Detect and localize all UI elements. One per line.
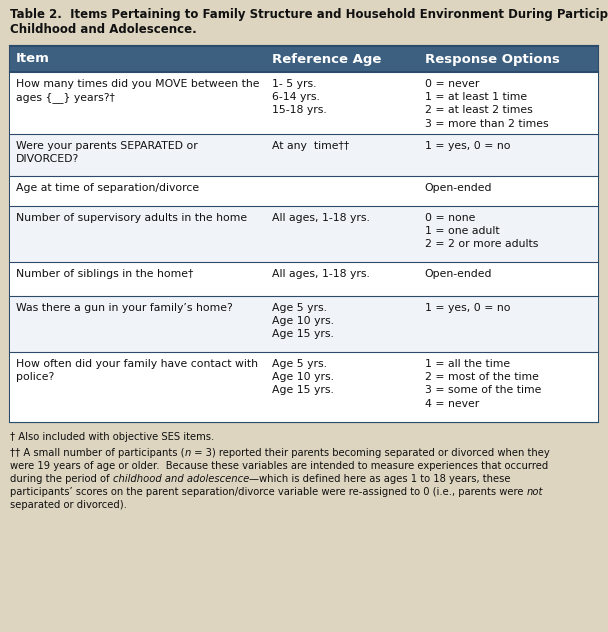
Text: Age 5 yrs.
Age 10 yrs.
Age 15 yrs.: Age 5 yrs. Age 10 yrs. Age 15 yrs.	[272, 303, 334, 339]
Text: n: n	[184, 448, 191, 458]
Text: 0 = none
1 = one adult
2 = 2 or more adults: 0 = none 1 = one adult 2 = 2 or more adu…	[424, 213, 538, 250]
Text: How often did your family have contact with
police?: How often did your family have contact w…	[16, 359, 258, 382]
Text: 1 = yes, 0 = no: 1 = yes, 0 = no	[424, 303, 510, 313]
Text: Number of supervisory adults in the home: Number of supervisory adults in the home	[16, 213, 247, 223]
Text: Childhood and Adolescence.: Childhood and Adolescence.	[10, 23, 197, 36]
Text: † Also included with objective SES items.: † Also included with objective SES items…	[10, 432, 214, 442]
Text: All ages, 1-18 yrs.: All ages, 1-18 yrs.	[272, 269, 370, 279]
Text: were 19 years of age or older.  Because these variables are intended to measure : were 19 years of age or older. Because t…	[10, 461, 548, 471]
Text: Age at time of separation/divorce: Age at time of separation/divorce	[16, 183, 199, 193]
Text: Table 2.  Items Pertaining to Family Structure and Household Environment During : Table 2. Items Pertaining to Family Stru…	[10, 8, 608, 21]
Text: How many times did you MOVE between the
ages {__} years?†: How many times did you MOVE between the …	[16, 79, 260, 103]
Text: Open-ended: Open-ended	[424, 269, 492, 279]
Text: Reference Age: Reference Age	[272, 52, 381, 66]
Text: 1- 5 yrs.
6-14 yrs.
15-18 yrs.: 1- 5 yrs. 6-14 yrs. 15-18 yrs.	[272, 79, 326, 116]
Text: not: not	[527, 487, 543, 497]
Text: 1 = yes, 0 = no: 1 = yes, 0 = no	[424, 141, 510, 151]
Text: childhood and adolescence: childhood and adolescence	[112, 474, 249, 484]
Text: Was there a gun in your family’s home?: Was there a gun in your family’s home?	[16, 303, 233, 313]
Text: during the period of: during the period of	[10, 474, 112, 484]
Text: 1 = all the time
2 = most of the time
3 = some of the time
4 = never: 1 = all the time 2 = most of the time 3 …	[424, 359, 541, 409]
Bar	[10, 46, 598, 72]
Bar	[10, 134, 598, 176]
Bar	[10, 46, 598, 422]
Text: Item: Item	[16, 52, 50, 66]
Text: Were your parents SEPARATED or
DIVORCED?: Were your parents SEPARATED or DIVORCED?	[16, 141, 198, 164]
Text: Response Options: Response Options	[424, 52, 559, 66]
Text: = 3) reported their parents becoming separated or divorced when they: = 3) reported their parents becoming sep…	[191, 448, 550, 458]
Bar	[10, 352, 598, 422]
Text: At any  time††: At any time††	[272, 141, 349, 151]
Text: †† A small number of participants (: †† A small number of participants (	[10, 448, 184, 458]
Text: 0 = never
1 = at least 1 time
2 = at least 2 times
3 = more than 2 times: 0 = never 1 = at least 1 time 2 = at lea…	[424, 79, 548, 128]
Text: Open-ended: Open-ended	[424, 183, 492, 193]
Bar	[10, 296, 598, 352]
Bar	[10, 262, 598, 296]
Text: Number of siblings in the home†: Number of siblings in the home†	[16, 269, 193, 279]
Text: participants’ scores on the parent separation/divorce variable were re-assigned : participants’ scores on the parent separ…	[10, 487, 527, 497]
Text: separated or divorced).: separated or divorced).	[10, 500, 127, 510]
Text: Age 5 yrs.
Age 10 yrs.
Age 15 yrs.: Age 5 yrs. Age 10 yrs. Age 15 yrs.	[272, 359, 334, 396]
Bar	[10, 72, 598, 134]
Bar	[10, 176, 598, 206]
Text: —which is defined here as ages 1 to 18 years, these: —which is defined here as ages 1 to 18 y…	[249, 474, 511, 484]
Text: All ages, 1-18 yrs.: All ages, 1-18 yrs.	[272, 213, 370, 223]
Bar	[10, 206, 598, 262]
